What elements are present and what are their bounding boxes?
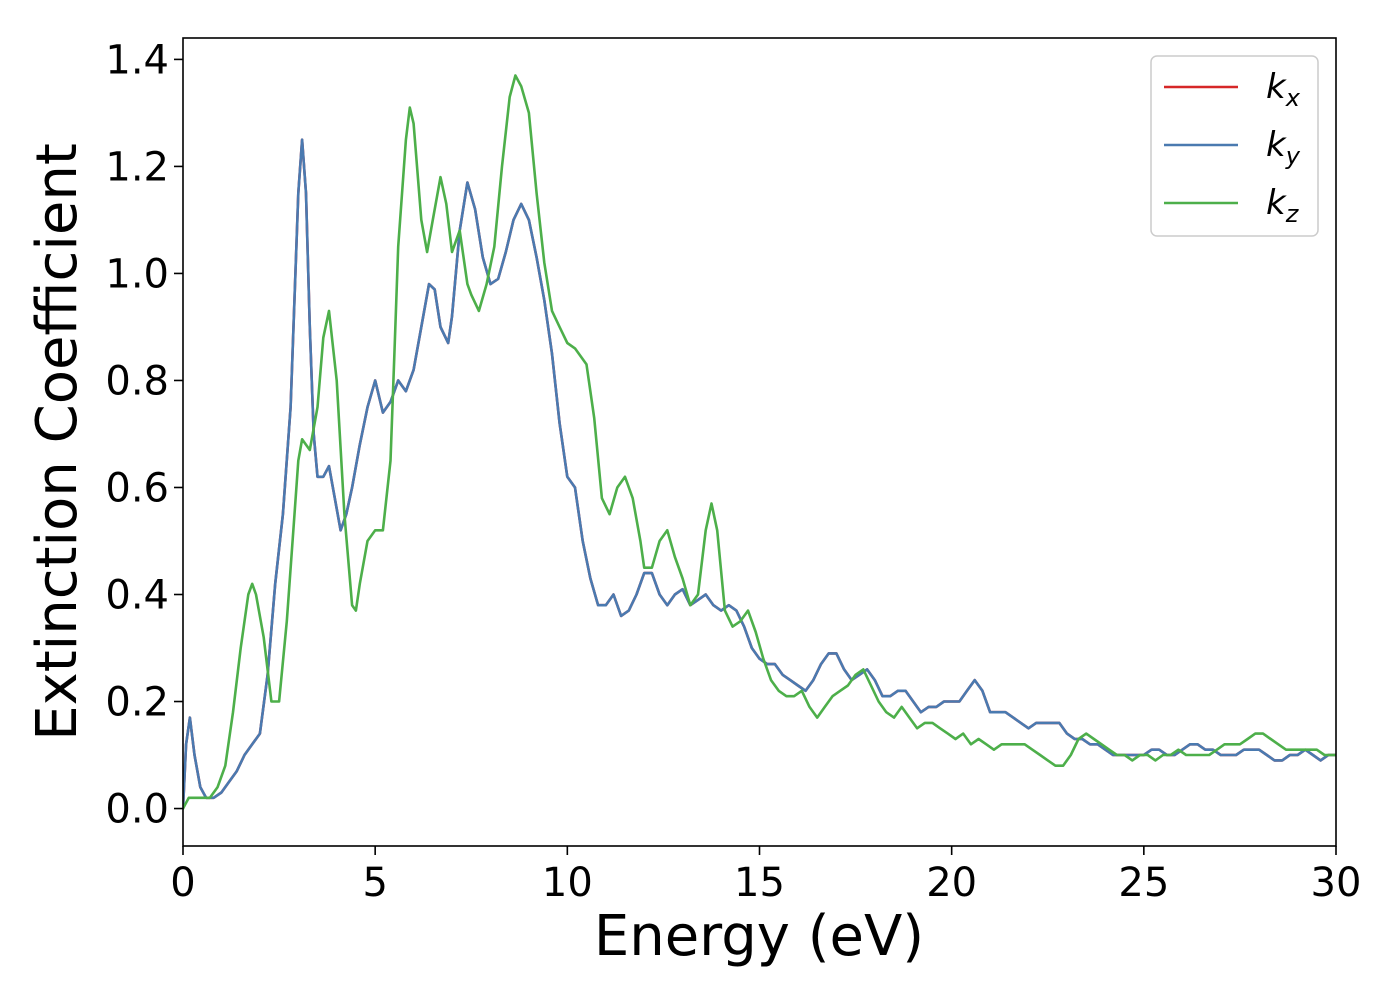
y-tick-label: 0.6 <box>105 465 169 511</box>
legend-label-kx: kx <box>1266 67 1301 112</box>
series-line-ky <box>183 138 1336 810</box>
series-line-kz <box>183 74 1336 810</box>
y-tick-label: 0.0 <box>105 787 169 833</box>
legend-label-subscript: z <box>1285 200 1300 228</box>
y-axis: 0.0 0.2 0.4 0.6 0.8 1.0 1.2 1.4 <box>105 37 183 833</box>
legend-label-base: k <box>1266 67 1287 107</box>
series-layer <box>183 74 1336 810</box>
legend-label-ky: ky <box>1266 125 1301 170</box>
legend-label-base: k <box>1266 183 1287 223</box>
legend-label-subscript: x <box>1285 84 1301 112</box>
x-tick-label: 10 <box>542 860 593 906</box>
y-tick-label: 1.4 <box>105 37 169 83</box>
x-tick-label: 25 <box>1118 860 1169 906</box>
legend-label-subscript: y <box>1285 142 1301 170</box>
y-tick-label: 0.2 <box>105 680 169 726</box>
x-tick-label: 20 <box>926 860 977 906</box>
legend-label-kz: kz <box>1266 183 1300 228</box>
y-tick-label: 1.2 <box>105 144 169 190</box>
x-tick-label: 5 <box>362 860 387 906</box>
y-tick-label: 0.4 <box>105 573 169 619</box>
x-axis-title: Energy (eV) <box>594 904 924 969</box>
x-tick-label: 0 <box>170 860 195 906</box>
y-tick-label: 1.0 <box>105 251 169 297</box>
legend-label-base: k <box>1266 125 1287 165</box>
x-tick-label: 15 <box>734 860 785 906</box>
y-axis-title: Extinction Coefficient <box>25 143 90 741</box>
x-tick-label: 30 <box>1311 860 1362 906</box>
x-axis: 0 5 10 15 20 25 30 <box>170 846 1361 906</box>
y-tick-label: 0.8 <box>105 358 169 404</box>
